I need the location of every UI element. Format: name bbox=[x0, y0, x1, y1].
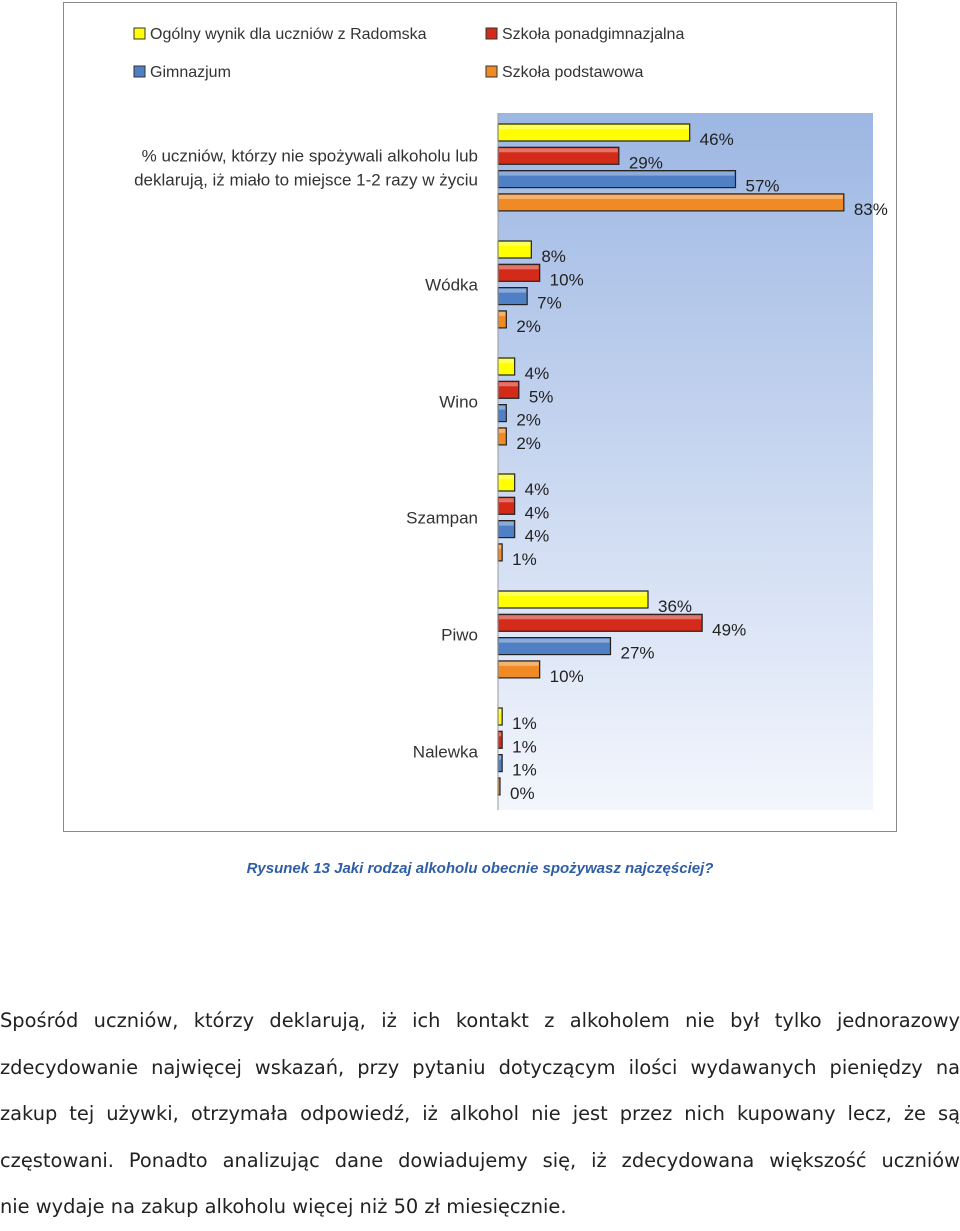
data-label: 29% bbox=[629, 153, 663, 172]
bar-highlight bbox=[499, 638, 610, 643]
category-label: Wódka bbox=[425, 276, 478, 295]
bar-highlight bbox=[499, 661, 539, 666]
category-label: Nalewka bbox=[413, 743, 479, 762]
bar-highlight bbox=[499, 732, 502, 737]
figure-caption: Rysunek 13 Jaki rodzaj alkoholu obecnie … bbox=[246, 860, 714, 877]
bar-highlight bbox=[499, 615, 702, 620]
category-label: deklarują, iż miało to miejsce 1-2 razy … bbox=[134, 171, 478, 190]
category-labels: % uczniów, którzy nie spożywali alkoholu… bbox=[134, 147, 478, 762]
legend-swatch-gimnazjum bbox=[133, 65, 146, 78]
bar-highlight bbox=[499, 311, 506, 316]
bar-highlight bbox=[499, 498, 514, 503]
legend-label-ogolny-wynik-dla-uczniow-z-radomska: Ogólny wynik dla uczniów z Radomska bbox=[150, 26, 427, 43]
bar-highlight bbox=[499, 171, 735, 176]
data-label: 1% bbox=[512, 737, 537, 756]
bar-highlight bbox=[499, 242, 531, 246]
data-label: 27% bbox=[621, 644, 655, 663]
paragraph-line: zakup tej używki, otrzymała odpowiedź, i… bbox=[0, 1102, 960, 1125]
legend-swatch-szkola-podstawowa bbox=[485, 65, 498, 78]
legend: Ogólny wynik dla uczniów z Radomska Szkoł… bbox=[133, 26, 684, 81]
legend-swatch-ogolny-wynik-dla-uczniow-z-radomska bbox=[133, 27, 146, 40]
data-label: 2% bbox=[516, 434, 541, 453]
paragraph-line: zdecydowanie najwięcej wskazań, przy pyt… bbox=[0, 1055, 960, 1079]
bar-highlight bbox=[499, 521, 514, 526]
legend-label-szkola-podstawowa: Szkoła podstawowa bbox=[502, 64, 644, 81]
legend-swatch-szkola-ponadgimnazjalna bbox=[485, 27, 498, 40]
bar-highlight bbox=[499, 359, 514, 363]
body-paragraph: Spośród uczniów, którzy deklarują, iż ic… bbox=[0, 998, 960, 1231]
bar-highlight bbox=[499, 125, 689, 129]
bar-highlight bbox=[499, 709, 502, 713]
paragraph-line: częstowani. Ponadto analizując dane dowi… bbox=[0, 1148, 960, 1172]
data-label: 7% bbox=[537, 294, 562, 313]
bar-highlight bbox=[499, 194, 843, 199]
chart-frame: Ogólny wynik dla uczniów z Radomska Szkoł… bbox=[63, 2, 897, 832]
data-label: 0% bbox=[510, 784, 535, 803]
legend-label-szkola-ponadgimnazjalna: Szkoła ponadgimnazjalna bbox=[502, 26, 684, 43]
bar-highlight bbox=[499, 405, 506, 410]
bars: 46% 29% 57% 83% 8% 10% 7% 2% 4% 5% 2% 2% 4% 4% 4% 1% 36%… bbox=[497, 123, 888, 803]
data-label: 8% bbox=[541, 247, 566, 266]
data-label: 1% bbox=[512, 550, 537, 569]
category-label: % uczniów, którzy nie spożywali alkoholu… bbox=[142, 147, 478, 166]
bar-chart: Ogólny wynik dla uczniów z Radomska Szkoł… bbox=[133, 26, 888, 810]
data-label: 10% bbox=[550, 667, 584, 686]
bar-highlight bbox=[499, 288, 527, 293]
paragraph-line: Spośród uczniów, którzy deklarują, iż ic… bbox=[0, 1009, 960, 1032]
data-label: 46% bbox=[700, 130, 734, 149]
plot-area bbox=[498, 113, 873, 810]
bar-highlight bbox=[499, 755, 502, 760]
data-label: 57% bbox=[746, 177, 780, 196]
category-label: Wino bbox=[439, 393, 478, 412]
data-label: 10% bbox=[550, 270, 584, 289]
data-label: 4% bbox=[525, 364, 550, 383]
legend-label-gimnazjum: Gimnazjum bbox=[150, 64, 231, 81]
data-label: 4% bbox=[525, 527, 550, 546]
data-label: 1% bbox=[512, 761, 537, 780]
bar-highlight bbox=[499, 475, 514, 479]
data-label: 49% bbox=[712, 620, 746, 639]
category-label: Piwo bbox=[441, 626, 478, 645]
data-label: 4% bbox=[525, 480, 550, 499]
data-label: 4% bbox=[525, 503, 550, 522]
data-label: 2% bbox=[516, 411, 541, 430]
paragraph-line: nie wydaje na zakup alkoholu więcej niż … bbox=[0, 1195, 567, 1218]
data-label: 1% bbox=[512, 714, 537, 733]
bar-highlight bbox=[499, 382, 518, 387]
category-label: Szampan bbox=[406, 509, 478, 528]
data-label: 83% bbox=[854, 200, 888, 219]
data-label: 36% bbox=[658, 597, 692, 616]
data-label: 2% bbox=[516, 317, 541, 336]
bar-highlight bbox=[499, 148, 618, 153]
bar-highlight bbox=[499, 544, 502, 549]
bar-highlight bbox=[499, 265, 539, 270]
data-label: 5% bbox=[529, 387, 554, 406]
bar-highlight bbox=[499, 428, 506, 433]
bar-highlight bbox=[499, 592, 647, 596]
